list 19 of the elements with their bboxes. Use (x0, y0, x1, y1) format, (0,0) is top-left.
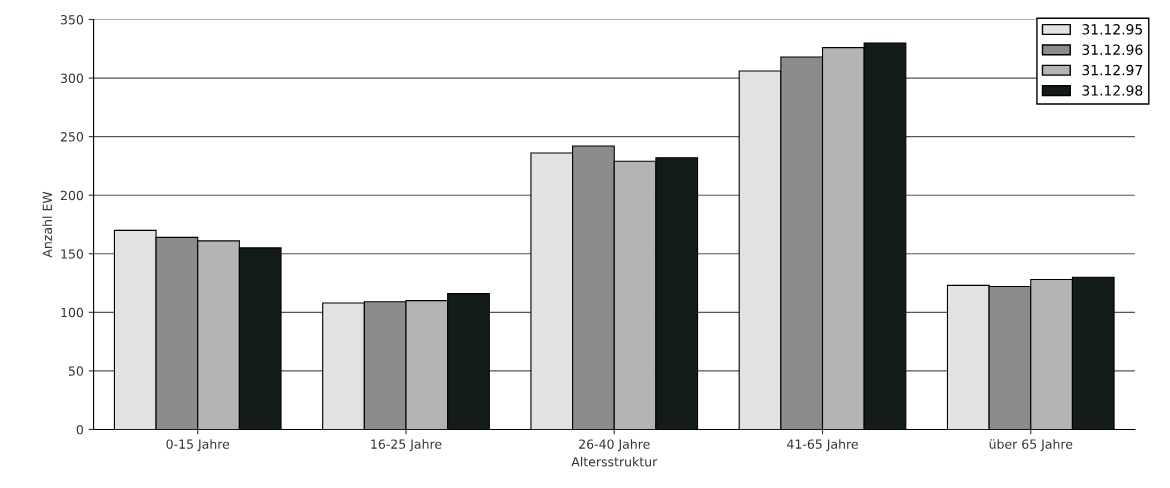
legend-label: 31.12.97 (1082, 64, 1143, 76)
x-tick-label: 16-25 Jahre (371, 439, 442, 452)
y-tick-label: 50 (68, 366, 84, 376)
y-tick-label: 350 (60, 14, 84, 25)
x-tick-label: 41-65 Jahre (787, 439, 858, 452)
y-tick-label: 200 (60, 190, 84, 201)
legend-label: 31.12.96 (1082, 44, 1143, 55)
x-tick-label: über 65 Jahre (989, 439, 1073, 452)
x-tick-label: 26-40 Jahre (579, 439, 650, 452)
y-tick-label: 250 (60, 132, 84, 142)
y-tick-label: 150 (61, 249, 84, 259)
x-tick-label: 0-15 Jahre (166, 439, 230, 452)
legend-label: 31.12.95 (1082, 24, 1143, 35)
y-tick-label: 0 (76, 424, 84, 435)
y-tick-label: 300 (60, 73, 84, 84)
y-tick-label: 100 (61, 307, 84, 318)
legend-label: 31.12.98 (1082, 85, 1143, 96)
y-axis-title: Anzahl EW (42, 191, 53, 258)
x-axis-title: Altersstruktur (571, 456, 658, 467)
